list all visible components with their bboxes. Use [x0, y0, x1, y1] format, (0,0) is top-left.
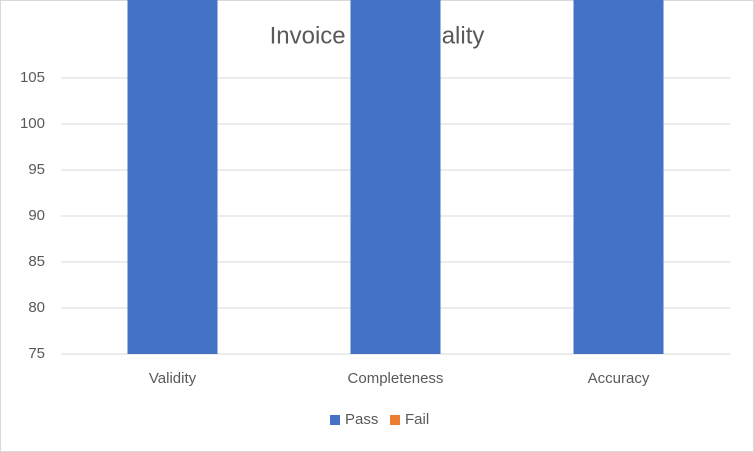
x-tick-label: Accuracy — [588, 370, 650, 387]
y-tick-label: 105 — [20, 69, 45, 86]
legend-label: Pass — [345, 411, 378, 428]
bar-segment — [127, 0, 218, 354]
y-tick-label: 80 — [28, 299, 45, 316]
y-tick-label: 85 — [28, 253, 45, 270]
y-tick-label: 75 — [28, 345, 45, 362]
y-tick-label: 95 — [28, 161, 45, 178]
y-tick-label: 100 — [20, 115, 45, 132]
legend-label: Fail — [405, 411, 429, 428]
legend-swatch — [330, 415, 340, 425]
bar-segment — [573, 0, 664, 354]
x-tick-label: Validity — [149, 370, 197, 387]
bar-segment — [350, 0, 441, 355]
x-tick-label: Completeness — [348, 370, 444, 387]
legend-swatch — [390, 415, 400, 425]
y-tick-label: 90 — [28, 207, 45, 224]
